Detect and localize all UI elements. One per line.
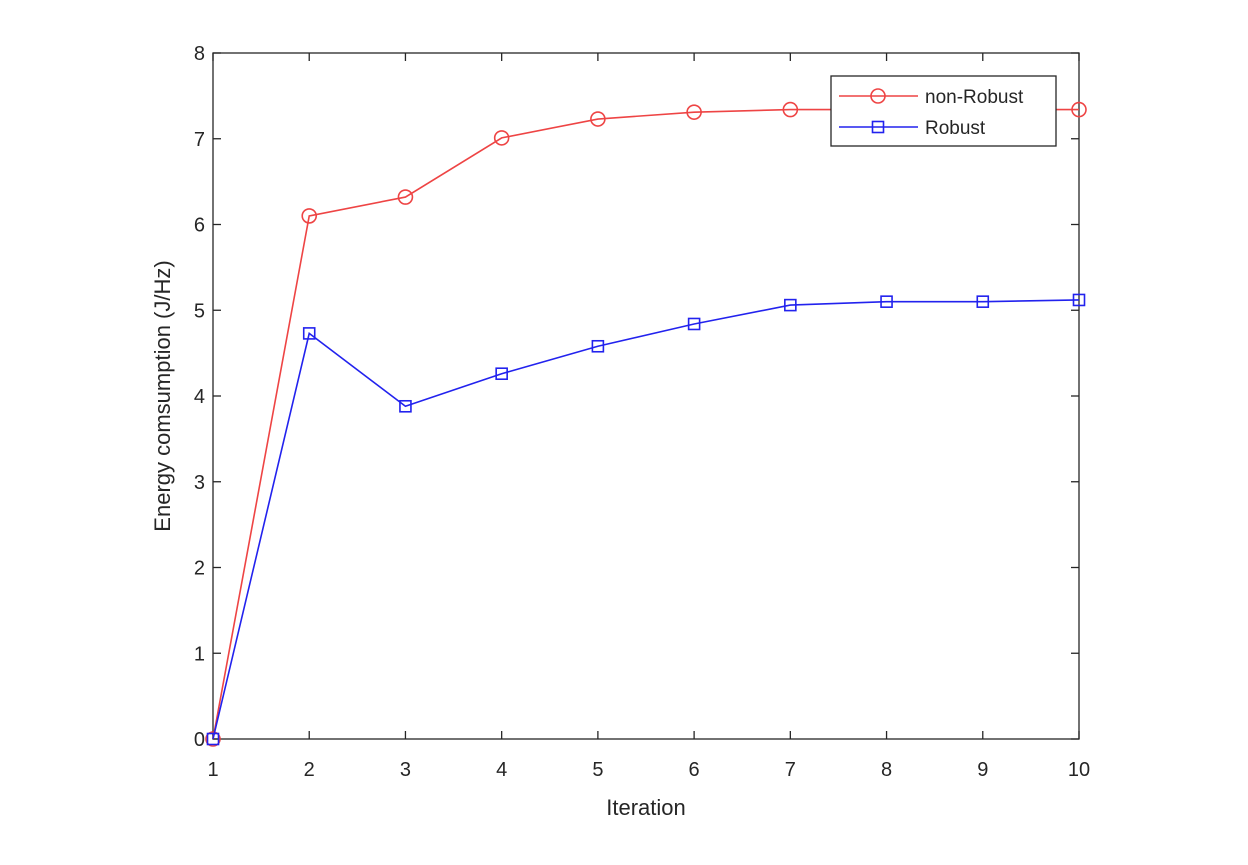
y-tick-label: 2 (194, 558, 205, 580)
square-marker (784, 298, 797, 312)
circle-marker (301, 208, 318, 224)
legend-circle-icon (870, 88, 886, 104)
square-marker (687, 317, 701, 331)
y-tick-label: 6 (194, 215, 205, 237)
x-axis-label: Iteration (606, 795, 686, 820)
circle-marker (397, 189, 414, 205)
x-tick-label: 6 (689, 759, 700, 781)
square-marker (495, 367, 508, 381)
circle-marker (590, 111, 606, 127)
x-tick-label: 10 (1068, 759, 1090, 781)
x-tick-label: 9 (977, 759, 988, 781)
legend-label: Robust (925, 118, 986, 139)
y-tick-label: 0 (194, 729, 205, 751)
square-marker (302, 327, 316, 340)
square-marker (591, 339, 605, 353)
square-marker (1072, 293, 1086, 307)
circle-marker (205, 731, 221, 747)
x-tick-label: 5 (592, 759, 603, 781)
y-tick-label: 8 (194, 43, 205, 65)
circle-marker (493, 130, 510, 146)
legend: non-Robust Robust (830, 75, 1057, 147)
series-line (212, 299, 1080, 740)
square-marker (880, 295, 893, 308)
square-marker (206, 732, 220, 746)
x-tick-label: 7 (785, 759, 796, 781)
y-axis-label: Energy comsumption (J/Hz) (150, 260, 175, 531)
x-tick-label: 1 (207, 759, 218, 781)
square-marker (399, 399, 412, 413)
legend-label: non-Robust (925, 87, 1024, 108)
square-marker (976, 295, 990, 308)
circle-marker (686, 104, 702, 120)
x-tick-label: 3 (400, 759, 411, 781)
x-tick-label: 2 (304, 759, 315, 781)
y-tick-label: 7 (194, 129, 205, 151)
y-tick-label: 1 (194, 643, 205, 665)
series-robust (206, 293, 1086, 746)
circle-marker (782, 101, 799, 118)
y-tick-label: 3 (194, 472, 205, 494)
plot-area (212, 52, 1080, 740)
circle-marker (1071, 101, 1087, 118)
y-tick-label: 5 (194, 300, 205, 322)
legend-square-icon (871, 120, 885, 134)
legend-box (830, 75, 1057, 147)
y-tick-label: 4 (194, 386, 205, 408)
x-tick-label: 4 (496, 759, 507, 781)
x-tick-label: 8 (881, 759, 892, 781)
